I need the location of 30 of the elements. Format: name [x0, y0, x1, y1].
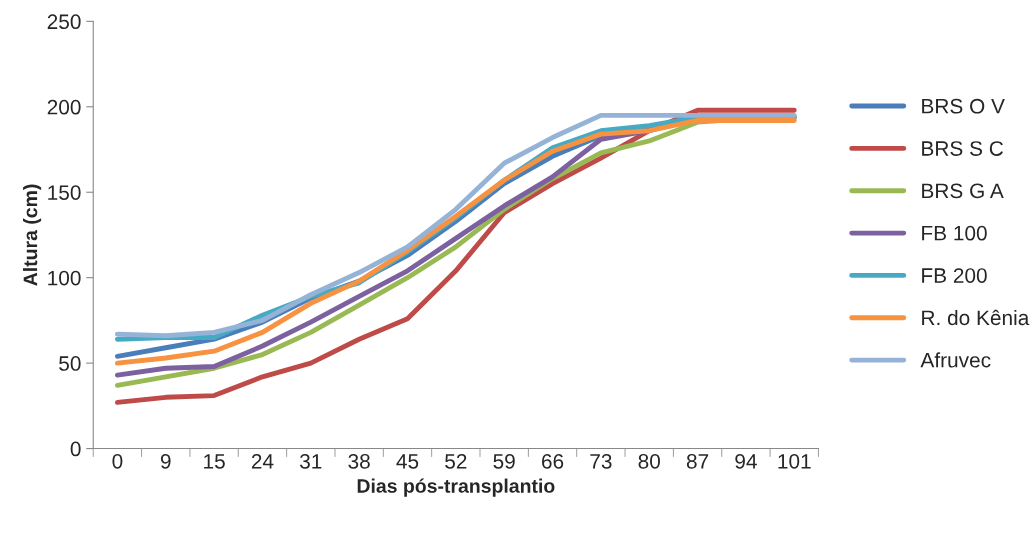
- legend-label: BRS O V: [922, 98, 1005, 114]
- x-tick-label: 24: [251, 453, 274, 469]
- y-tick-label: 150: [48, 185, 81, 200]
- x-tick-label: 87: [686, 453, 709, 469]
- x-tick-label: 94: [735, 453, 757, 469]
- x-tick-label: 73: [590, 453, 612, 469]
- x-tick-label: 101: [778, 453, 811, 469]
- y-tick-label: 0: [70, 441, 81, 457]
- x-tick-label: 52: [445, 453, 467, 469]
- y-tick-label: 200: [47, 99, 81, 115]
- x-tick-label: 31: [300, 453, 322, 469]
- x-tick-label: 59: [493, 453, 515, 469]
- legend-label: FB 200: [922, 268, 987, 283]
- legend-label: BRS S C: [922, 141, 1003, 156]
- legend-label: BRS G A: [922, 183, 1004, 199]
- legend-label: Afruvec: [920, 352, 991, 368]
- x-tick-label: 38: [348, 453, 370, 469]
- y-tick-label: 100: [48, 270, 81, 286]
- y-axis-title: Altura (cm): [23, 184, 42, 286]
- x-tick-label: 9: [160, 453, 171, 469]
- x-tick-label: 0: [112, 453, 123, 469]
- x-tick-label: 66: [542, 453, 564, 469]
- x-tick-label: 45: [396, 454, 419, 469]
- y-tick-label: 50: [59, 356, 81, 371]
- y-tick-label: 250: [47, 14, 81, 30]
- legend-label: R. do Kênia: [922, 309, 1030, 326]
- legend-label: FB 100: [922, 225, 987, 241]
- x-tick-label: 80: [638, 453, 660, 469]
- x-axis-title: Dias pós-transplantio: [357, 478, 555, 497]
- x-tick-label: 15: [204, 454, 225, 469]
